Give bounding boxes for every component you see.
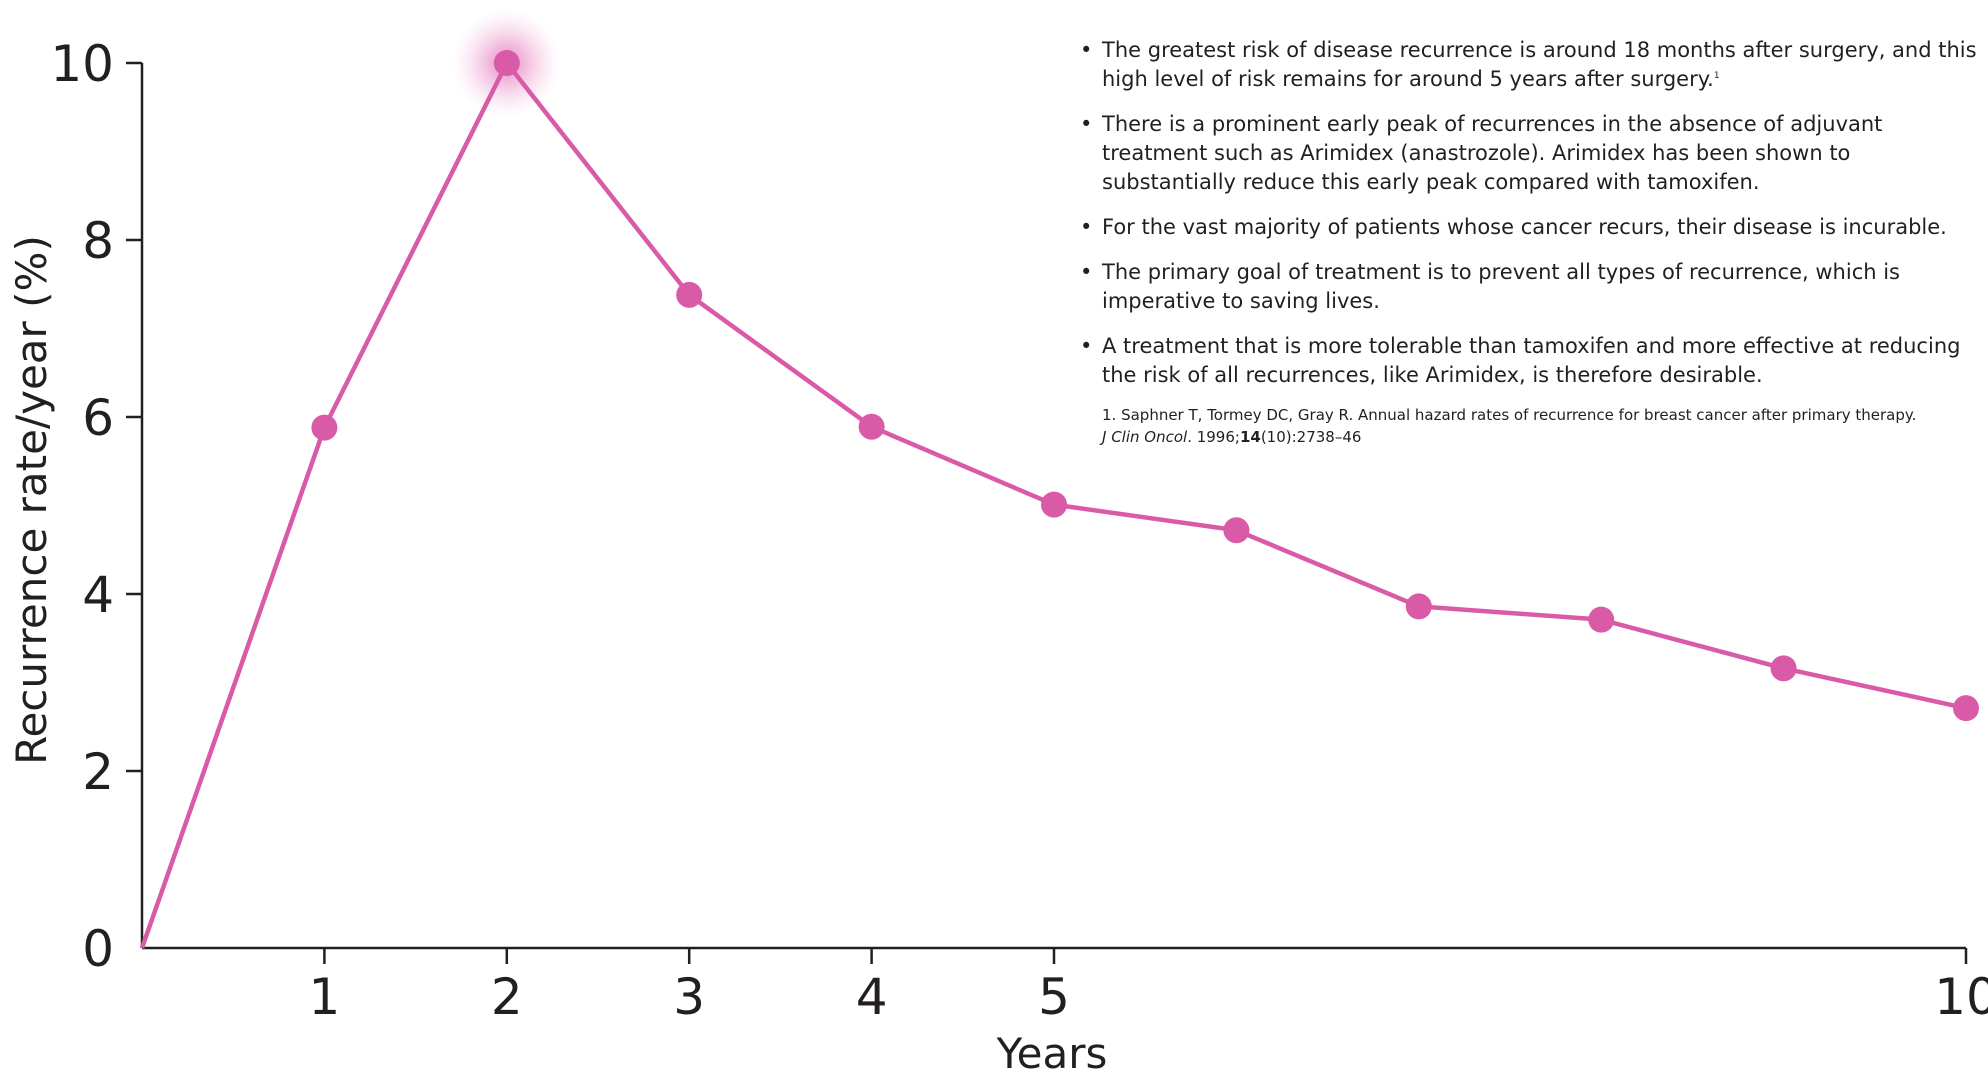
reference-citation: 1. Saphner T, Tormey DC, Gray R. Annual …: [1080, 404, 1922, 448]
key-point-text: A treatment that is more tolerable than …: [1102, 334, 1961, 387]
key-points-panel: The greatest risk of disease recurrence …: [1080, 36, 1980, 448]
x-tick-label: 3: [673, 968, 705, 1026]
data-point: [493, 50, 520, 76]
data-point: [676, 281, 703, 308]
y-tick-label: 8: [82, 212, 114, 270]
data-point: [1588, 606, 1615, 633]
y-tick-label: 2: [82, 743, 114, 801]
reference-journal: J Clin Oncol: [1102, 428, 1188, 446]
reference-year: . 1996;: [1187, 428, 1240, 446]
key-point-item: For the vast majority of patients whose …: [1080, 213, 1980, 242]
reference-pages: (10):2738–46: [1260, 428, 1362, 446]
key-point-text: The greatest risk of disease recurrence …: [1102, 38, 1977, 91]
reference-text: 1. Saphner T, Tormey DC, Gray R. Annual …: [1102, 406, 1917, 424]
key-point-item: The greatest risk of disease recurrence …: [1080, 36, 1980, 94]
key-point-text: For the vast majority of patients whose …: [1102, 215, 1947, 239]
y-tick-label: 6: [82, 389, 114, 447]
x-tick-label: 10: [1934, 968, 1988, 1026]
data-point: [1041, 491, 1067, 518]
data-point: [1405, 593, 1432, 620]
key-point-item: There is a prominent early peak of recur…: [1080, 110, 1980, 197]
key-point-item: A treatment that is more tolerable than …: [1080, 332, 1980, 390]
citation-superscript: 1: [1713, 71, 1720, 81]
y-tick-label: 4: [82, 566, 114, 624]
x-tick-label: 4: [856, 968, 888, 1026]
x-axis-title: Years: [996, 1029, 1108, 1070]
y-axis-title: Recurrence rate/year (%): [7, 235, 56, 765]
key-point-item: The primary goal of treatment is to prev…: [1080, 258, 1980, 316]
key-points-list: The greatest risk of disease recurrence …: [1080, 36, 1980, 390]
x-tick-label: 1: [308, 968, 340, 1026]
key-point-text: The primary goal of treatment is to prev…: [1102, 260, 1900, 313]
x-tick-label: 2: [491, 968, 523, 1026]
data-point: [1770, 655, 1797, 682]
data-point: [1953, 695, 1979, 722]
data-point: [858, 413, 885, 440]
x-tick-label: 5: [1038, 968, 1070, 1026]
y-tick-label: 10: [50, 35, 114, 93]
y-tick-label: 0: [82, 920, 114, 978]
key-point-text: There is a prominent early peak of recur…: [1102, 112, 1883, 194]
reference-volume: 14: [1239, 428, 1261, 446]
data-point: [311, 414, 338, 441]
data-point: [1223, 517, 1250, 544]
